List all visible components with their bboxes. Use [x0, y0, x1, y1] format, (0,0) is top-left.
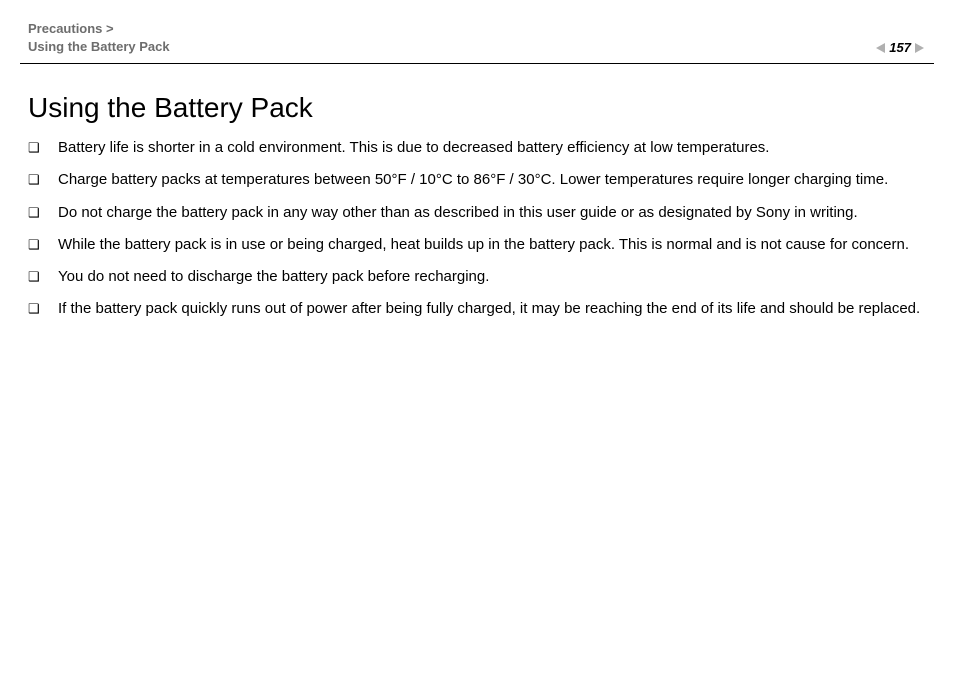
list-item: ❑ You do not need to discharge the batte…	[28, 267, 924, 287]
list-item: ❑ Do not charge the battery pack in any …	[28, 203, 924, 223]
page-content: Using the Battery Pack ❑ Battery life is…	[20, 64, 934, 320]
page-title: Using the Battery Pack	[28, 92, 924, 124]
page-number: 157	[889, 40, 911, 55]
list-item-text: You do not need to discharge the battery…	[58, 267, 924, 287]
list-item: ❑ If the battery pack quickly runs out o…	[28, 299, 924, 319]
list-item: ❑ Battery life is shorter in a cold envi…	[28, 138, 924, 158]
list-item-text: Do not charge the battery pack in any wa…	[58, 203, 924, 223]
page-number-nav: 157	[876, 40, 924, 55]
breadcrumb: Precautions > Using the Battery Pack	[28, 20, 170, 55]
bullet-icon: ❑	[28, 299, 58, 318]
list-item-text: Battery life is shorter in a cold enviro…	[58, 138, 924, 158]
list-item: ❑ While the battery pack is in use or be…	[28, 235, 924, 255]
list-item-text: While the battery pack is in use or bein…	[58, 235, 924, 255]
page-header: Precautions > Using the Battery Pack 157	[20, 20, 934, 64]
breadcrumb-line2: Using the Battery Pack	[28, 39, 170, 54]
bullet-icon: ❑	[28, 170, 58, 189]
list-item-text: If the battery pack quickly runs out of …	[58, 299, 924, 319]
bullet-icon: ❑	[28, 203, 58, 222]
bullet-list: ❑ Battery life is shorter in a cold envi…	[28, 138, 924, 320]
breadcrumb-line1: Precautions >	[28, 21, 114, 36]
prev-page-icon[interactable]	[876, 43, 885, 53]
list-item: ❑ Charge battery packs at temperatures b…	[28, 170, 924, 190]
bullet-icon: ❑	[28, 138, 58, 157]
bullet-icon: ❑	[28, 267, 58, 286]
page-container: Precautions > Using the Battery Pack 157…	[0, 0, 954, 674]
bullet-icon: ❑	[28, 235, 58, 254]
list-item-text: Charge battery packs at temperatures bet…	[58, 170, 924, 190]
next-page-icon[interactable]	[915, 43, 924, 53]
